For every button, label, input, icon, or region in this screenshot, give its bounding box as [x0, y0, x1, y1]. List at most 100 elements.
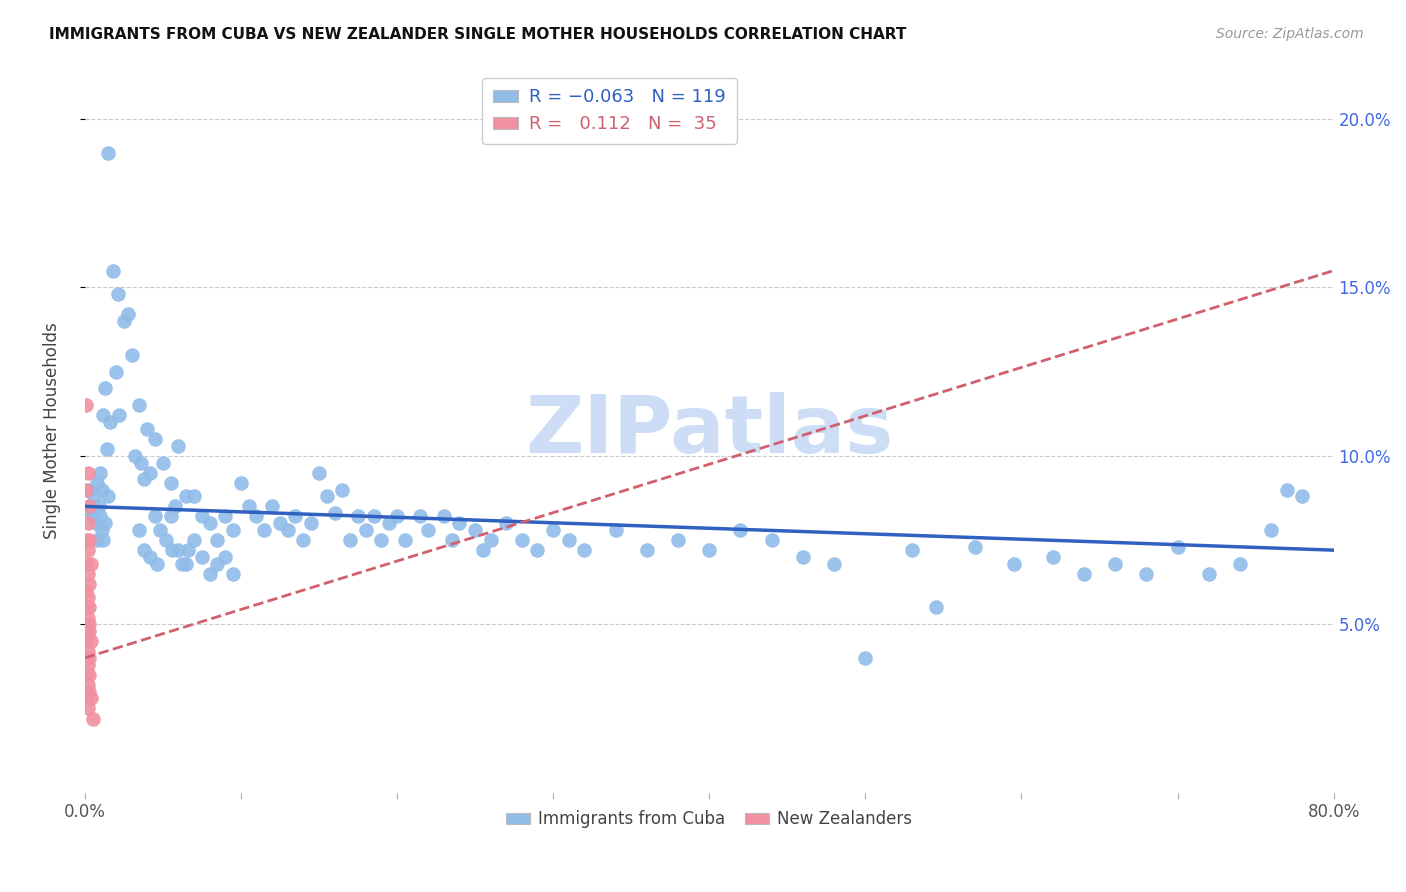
Point — [449, 516, 471, 531]
Point — [143, 432, 166, 446]
Point — [101, 263, 124, 277]
Point — [76, 644, 98, 658]
Point — [901, 543, 924, 558]
Point — [159, 475, 181, 490]
Point — [97, 489, 120, 503]
Point — [165, 500, 187, 514]
Point — [76, 624, 98, 638]
Point — [94, 382, 117, 396]
Point — [697, 543, 720, 558]
Point — [136, 422, 159, 436]
Point — [214, 549, 236, 564]
Point — [79, 600, 101, 615]
Point — [75, 398, 97, 412]
Point — [82, 712, 104, 726]
Point — [418, 523, 440, 537]
Point — [339, 533, 361, 547]
Point — [284, 509, 307, 524]
Point — [1167, 540, 1189, 554]
Text: IMMIGRANTS FROM CUBA VS NEW ZEALANDER SINGLE MOTHER HOUSEHOLDS CORRELATION CHART: IMMIGRANTS FROM CUBA VS NEW ZEALANDER SI… — [49, 27, 907, 42]
Point — [792, 549, 814, 564]
Point — [93, 533, 115, 547]
Point — [76, 701, 98, 715]
Point — [76, 591, 98, 605]
Point — [183, 489, 205, 503]
Point — [440, 533, 463, 547]
Point — [177, 543, 200, 558]
Point — [315, 489, 337, 503]
Point — [347, 509, 370, 524]
Y-axis label: Single Mother Households: Single Mother Households — [44, 322, 60, 539]
Point — [76, 466, 98, 480]
Point — [1275, 483, 1298, 497]
Point — [152, 456, 174, 470]
Point — [97, 145, 120, 160]
Point — [471, 543, 494, 558]
Point — [1073, 566, 1095, 581]
Point — [495, 516, 517, 531]
Point — [1198, 566, 1220, 581]
Point — [526, 543, 548, 558]
Point — [76, 657, 98, 672]
Point — [222, 566, 245, 581]
Point — [269, 516, 291, 531]
Point — [79, 624, 101, 638]
Point — [183, 533, 205, 547]
Point — [149, 523, 172, 537]
Point — [87, 500, 110, 514]
Point — [79, 500, 101, 514]
Point — [139, 549, 162, 564]
Point — [292, 533, 315, 547]
Point — [510, 533, 533, 547]
Point — [75, 667, 97, 681]
Point — [76, 506, 98, 520]
Point — [159, 509, 181, 524]
Point — [75, 634, 97, 648]
Point — [83, 489, 105, 503]
Point — [98, 415, 121, 429]
Point — [86, 475, 108, 490]
Point — [75, 617, 97, 632]
Point — [96, 442, 118, 456]
Point — [79, 667, 101, 681]
Point — [132, 472, 155, 486]
Point — [82, 509, 104, 524]
Point — [94, 516, 117, 531]
Point — [207, 557, 229, 571]
Point — [79, 533, 101, 547]
Point — [323, 506, 346, 520]
Point — [370, 533, 392, 547]
Point — [108, 409, 131, 423]
Point — [89, 466, 111, 480]
Point — [143, 509, 166, 524]
Point — [117, 307, 139, 321]
Point — [76, 610, 98, 624]
Point — [253, 523, 276, 537]
Point — [104, 365, 127, 379]
Point — [124, 449, 146, 463]
Point — [574, 543, 596, 558]
Point — [541, 523, 564, 537]
Point — [853, 651, 876, 665]
Point — [79, 577, 101, 591]
Point — [277, 523, 299, 537]
Point — [80, 634, 103, 648]
Point — [145, 557, 167, 571]
Point — [79, 684, 101, 698]
Point — [90, 483, 112, 497]
Point — [132, 543, 155, 558]
Point — [160, 543, 183, 558]
Point — [191, 549, 214, 564]
Point — [262, 500, 284, 514]
Point — [924, 600, 946, 615]
Point — [75, 583, 97, 598]
Point — [93, 409, 115, 423]
Point — [229, 475, 252, 490]
Point — [823, 557, 845, 571]
Point — [155, 533, 177, 547]
Text: ZIPatlas: ZIPatlas — [524, 392, 893, 469]
Point — [170, 557, 193, 571]
Point — [1002, 557, 1025, 571]
Point — [75, 691, 97, 706]
Point — [238, 500, 260, 514]
